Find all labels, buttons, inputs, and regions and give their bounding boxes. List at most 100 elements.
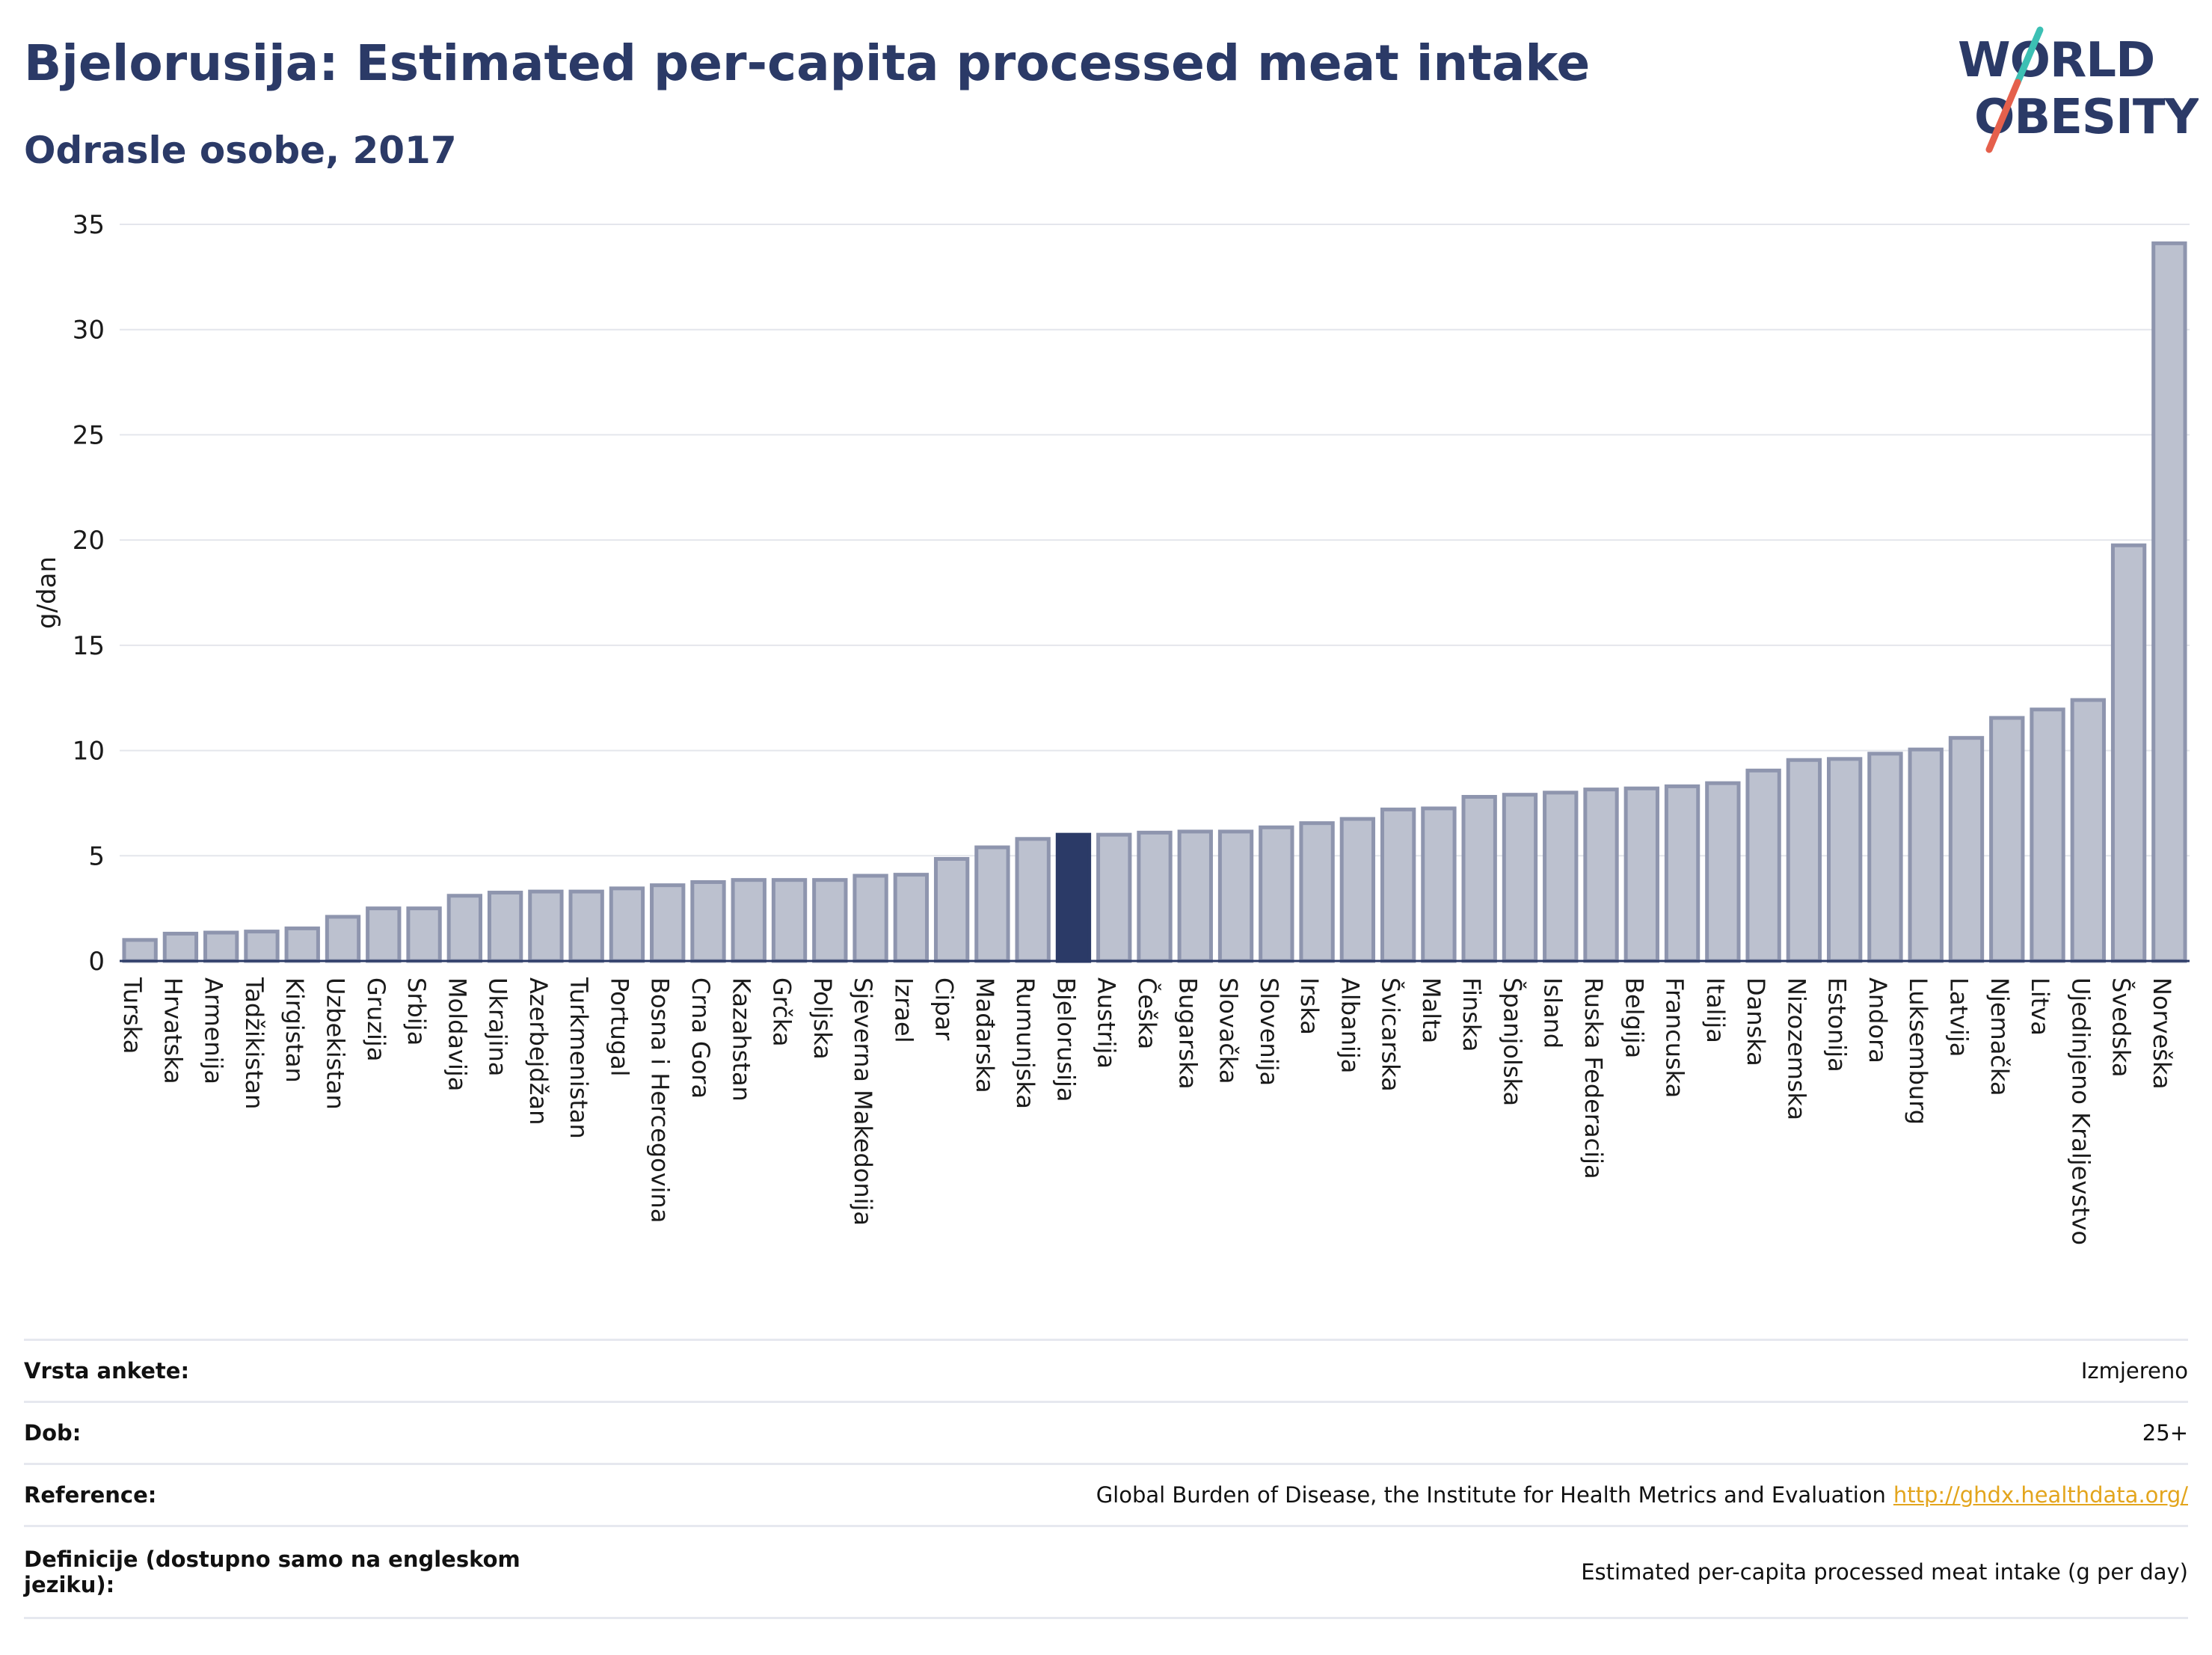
info-table: Vrsta ankete: Izmjereno Dob: 25+ Reference: G… xyxy=(24,1339,2188,1619)
bars xyxy=(122,241,2187,963)
bar xyxy=(1217,829,1254,963)
bar xyxy=(2070,698,2106,963)
y-tick-label: 0 xyxy=(88,947,105,977)
x-tick-label: Portugal xyxy=(605,977,633,1077)
bar xyxy=(1745,768,1781,963)
bar xyxy=(203,930,239,963)
bar xyxy=(1664,784,1701,963)
x-tick-label: Hrvatska xyxy=(159,977,187,1084)
y-tick-label: 15 xyxy=(73,631,105,661)
info-value: Global Burden of Disease, the Institute … xyxy=(1096,1482,2188,1508)
info-value: Estimated per-capita processed meat inta… xyxy=(1581,1559,2188,1585)
reference-link[interactable]: http://ghdx.healthdata.org/ xyxy=(1893,1482,2188,1508)
y-axis-label: g/dan xyxy=(32,556,62,629)
chart-subtitle: Odrasle osobe, 2017 xyxy=(24,129,457,172)
x-tick-label: Izrael xyxy=(889,977,918,1043)
x-tick-label: Španjolska xyxy=(1498,977,1527,1106)
bar xyxy=(1948,736,1985,963)
info-row: Vrsta ankete: Izmjereno xyxy=(24,1339,2188,1401)
bar xyxy=(568,889,604,963)
x-tick-label: Finska xyxy=(1457,977,1486,1052)
bar xyxy=(1299,821,1335,963)
x-tick-label: Poljska xyxy=(808,977,837,1060)
info-label: Reference: xyxy=(24,1482,157,1508)
bar xyxy=(1015,837,1051,963)
logo-word-1: WORLD xyxy=(1958,33,2154,88)
x-tick-label: Slovenija xyxy=(1255,977,1283,1086)
bar-highlight xyxy=(1055,832,1092,963)
x-tick-label: Kazahstan xyxy=(727,977,755,1102)
x-tick-label: Srbija xyxy=(402,977,431,1045)
x-tick-label: Irska xyxy=(1295,977,1324,1035)
x-tick-label: Latvija xyxy=(1944,977,1973,1057)
bar xyxy=(771,878,808,963)
bar xyxy=(1583,787,1619,963)
x-tick-label: Turska xyxy=(118,977,147,1054)
bar xyxy=(528,889,564,963)
bar xyxy=(650,883,686,963)
bar xyxy=(1177,829,1213,963)
x-tick-label: Tadžikistan xyxy=(240,977,268,1109)
x-tick-label: Njemačka xyxy=(1985,977,2014,1096)
bar xyxy=(366,906,402,963)
bar xyxy=(1380,807,1416,963)
bar xyxy=(1096,832,1132,963)
bar xyxy=(609,886,645,963)
x-tick-label: Bugarska xyxy=(1173,977,1202,1090)
chart-title: Bjelorusija: Estimated per-capita proces… xyxy=(24,34,1591,92)
bar-chart: 0 5 10 15 20 25 30 35 Turska Hrvatska Armenija Tad… xyxy=(32,210,2190,1245)
bar xyxy=(446,894,483,963)
bar xyxy=(1786,758,1822,963)
bar xyxy=(1908,747,1944,963)
bar xyxy=(1502,793,1538,963)
bar xyxy=(1543,790,1579,963)
x-tick-label: Azerbejdžan xyxy=(524,977,553,1125)
x-tick-label: Armenija xyxy=(200,977,228,1084)
y-ticks: 0 5 10 15 20 25 30 35 xyxy=(73,210,105,977)
bar xyxy=(1339,817,1376,963)
x-tick-label: Andora xyxy=(1864,977,1892,1063)
x-tick-label: Kirgistan xyxy=(280,977,309,1083)
bar xyxy=(406,906,442,963)
x-tick-label: Ukrajina xyxy=(484,977,512,1076)
bar xyxy=(244,930,280,963)
info-value: 25+ xyxy=(2142,1420,2188,1446)
y-tick-label: 10 xyxy=(73,737,105,767)
bar xyxy=(1421,806,1457,963)
bar xyxy=(812,878,848,963)
x-tick-label: Ujedinjeno Kraljevstvo xyxy=(2066,977,2095,1245)
bar xyxy=(1826,757,1863,963)
world-obesity-logo: WORLD OBESITY xyxy=(1944,22,2200,157)
bar xyxy=(731,878,766,963)
bar xyxy=(974,845,1010,963)
x-tick-label: Crna Gora xyxy=(686,977,715,1099)
info-label: Definicije (dostupno samo na engleskom j… xyxy=(24,1547,520,1597)
bar xyxy=(1259,825,1294,963)
x-tick-label: Gruzija xyxy=(362,977,390,1061)
info-label: Dob: xyxy=(24,1420,82,1446)
x-tick-labels: Turska Hrvatska Armenija Tadžikistan Kirgist… xyxy=(118,977,2176,1245)
bar xyxy=(1867,752,1903,963)
x-tick-label: Turkmenistan xyxy=(565,977,593,1139)
x-tick-label: Sjeverna Makedonija xyxy=(849,977,877,1226)
x-tick-label: Albanija xyxy=(1336,977,1364,1073)
x-tick-label: Grčka xyxy=(768,977,796,1046)
y-tick-label: 25 xyxy=(73,420,105,450)
info-value: Izmjereno xyxy=(2080,1358,2188,1384)
x-tick-label: Island xyxy=(1539,977,1567,1048)
info-row: Dob: 25+ xyxy=(24,1401,2188,1463)
bar xyxy=(162,931,199,963)
x-tick-label: Švicarska xyxy=(1377,977,1406,1092)
y-tick-label: 5 xyxy=(88,841,105,871)
info-label: Vrsta ankete: xyxy=(24,1358,190,1384)
y-tick-label: 30 xyxy=(73,316,105,346)
bar xyxy=(325,915,361,963)
bar xyxy=(1461,794,1497,963)
bar xyxy=(852,873,888,963)
bar xyxy=(2151,241,2187,963)
logo-graphic: WORLD OBESITY xyxy=(1958,26,2200,153)
logo-red-slash xyxy=(1985,79,2021,153)
x-tick-label: Francuska xyxy=(1661,977,1689,1098)
x-tick-label: Rumunjska xyxy=(1011,977,1039,1109)
x-tick-label: Bjelorusija xyxy=(1051,977,1080,1102)
